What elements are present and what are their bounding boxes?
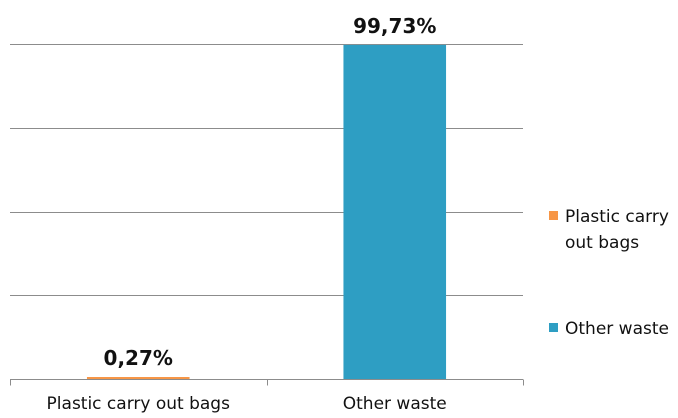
- legend: Plastic carry out bags Other waste: [549, 207, 669, 339]
- data-label: 0,27%: [104, 346, 173, 370]
- legend-label: Other waste: [565, 319, 669, 339]
- bar-other-waste: [343, 44, 447, 379]
- x-tick-labels: Plastic carry out bags Other waste: [47, 394, 447, 414]
- x-axis: [10, 379, 524, 386]
- square-swatch-icon: [549, 323, 558, 332]
- data-label: 99,73%: [353, 14, 436, 38]
- legend-label: out bags: [565, 233, 639, 253]
- bars: [86, 44, 447, 379]
- x-tick-label: Other waste: [343, 394, 447, 414]
- x-tick-label: Plastic carry out bags: [47, 394, 231, 414]
- bar-plastic-carry-out-bags: [86, 377, 190, 379]
- square-swatch-icon: [549, 211, 558, 220]
- legend-label: Plastic carry: [565, 207, 669, 227]
- data-labels: 0,27% 99,73%: [104, 14, 437, 370]
